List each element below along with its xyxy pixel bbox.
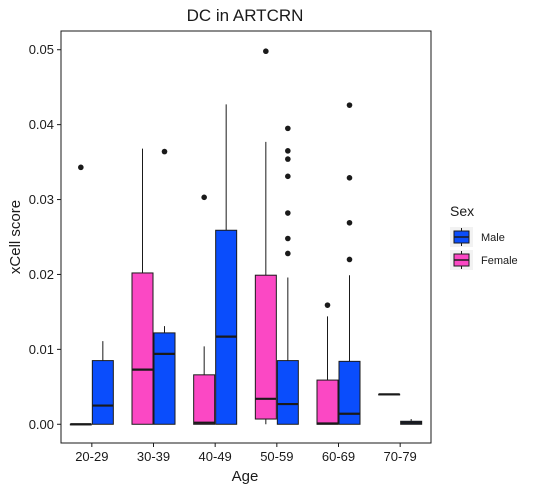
box-female-50-59 [254, 48, 277, 425]
box-body [276, 360, 299, 425]
y-tick-label: 0.01 [29, 342, 54, 357]
outlier-point [285, 235, 291, 242]
box-body [316, 379, 339, 425]
x-tick-label: 60-69 [322, 449, 355, 464]
y-tick-label: 0.00 [29, 417, 54, 432]
outlier-point [285, 250, 291, 257]
y-tick-label: 0.03 [29, 192, 54, 207]
legend-item-male: Male [450, 227, 505, 247]
box-body [91, 360, 114, 425]
box-female-70-79 [378, 393, 401, 396]
outlier-point [263, 48, 269, 55]
box-body [153, 332, 176, 425]
x-axis: 20-29 30-39 40-49 50-59 60-69 70-79 [75, 443, 417, 464]
box-male-30-39 [153, 148, 176, 425]
y-axis: 0.00 0.01 0.02 0.03 0.04 0.05 [29, 42, 61, 432]
x-tick-label: 40-49 [199, 449, 232, 464]
outlier-point [346, 219, 353, 226]
x-axis-title: Age [232, 468, 259, 485]
box-body [254, 274, 277, 420]
box-male-20-29 [91, 341, 114, 425]
box-body [131, 272, 154, 425]
y-tick-label: 0.04 [29, 117, 54, 132]
outlier-point [285, 210, 291, 216]
box-female-60-69 [316, 302, 339, 425]
box-male-40-49 [215, 104, 238, 425]
box-male-60-69 [338, 102, 361, 425]
outlier-point [346, 256, 353, 263]
box-female-40-49 [193, 194, 216, 425]
x-tick-label: 50-59 [260, 449, 293, 464]
x-tick-label: 20-29 [75, 449, 108, 464]
chart-title: DC in ARTCRN [187, 6, 304, 25]
y-axis-title: xCell score [7, 200, 24, 274]
legend-label: Female [481, 255, 518, 267]
x-tick-label: 70-79 [384, 449, 417, 464]
box-body [338, 360, 361, 425]
legend-title: Sex [450, 203, 474, 219]
y-tick-label: 0.02 [29, 267, 54, 282]
box-male-50-59 [276, 125, 299, 425]
box-series [69, 48, 423, 426]
x-tick-label: 30-39 [137, 449, 170, 464]
box-body [215, 229, 238, 425]
y-tick-label: 0.05 [29, 42, 54, 57]
outlier-point [346, 175, 353, 181]
plot-panel [60, 30, 432, 444]
outlier-point [161, 148, 168, 155]
outlier-point [285, 148, 291, 154]
box-male-70-79 [400, 419, 423, 425]
outlier-point [346, 102, 353, 108]
legend-item-female: Female [450, 250, 518, 270]
legend: Sex Male Female [450, 203, 518, 270]
outlier-point [324, 302, 331, 308]
box-female-20-29 [69, 164, 92, 426]
outlier-point [78, 164, 84, 171]
legend-label: Male [481, 232, 505, 244]
outlier-point [285, 173, 291, 180]
box-female-30-39 [131, 148, 154, 425]
outlier-point [285, 125, 291, 132]
box-body [193, 374, 216, 425]
outlier-point [201, 194, 207, 201]
outlier-point [285, 156, 291, 162]
